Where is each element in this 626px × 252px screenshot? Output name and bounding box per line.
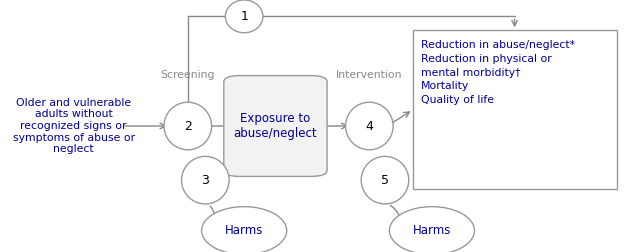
- Bar: [413, 30, 617, 189]
- Text: Reduction in abuse/neglect*
Reduction in physical or
mental morbidity†
Mortality: Reduction in abuse/neglect* Reduction in…: [421, 40, 575, 105]
- Text: Harms: Harms: [413, 224, 451, 237]
- Ellipse shape: [164, 102, 212, 150]
- Text: 4: 4: [366, 119, 373, 133]
- Text: Screening: Screening: [160, 70, 215, 80]
- Text: Older and vulnerable
adults without
recognized signs or
symptoms of abuse or
neg: Older and vulnerable adults without reco…: [13, 98, 135, 154]
- Ellipse shape: [182, 156, 229, 204]
- Text: Harms: Harms: [225, 224, 264, 237]
- Text: Exposure to
abuse/neglect: Exposure to abuse/neglect: [233, 112, 317, 140]
- Ellipse shape: [225, 0, 263, 33]
- Ellipse shape: [361, 156, 409, 204]
- Text: Intervention: Intervention: [336, 70, 403, 80]
- Ellipse shape: [389, 207, 475, 252]
- Text: 3: 3: [202, 174, 209, 187]
- FancyBboxPatch shape: [224, 76, 327, 176]
- Text: 2: 2: [184, 119, 192, 133]
- Ellipse shape: [202, 207, 287, 252]
- Ellipse shape: [346, 102, 393, 150]
- Text: 5: 5: [381, 174, 389, 187]
- Text: 1: 1: [240, 10, 248, 23]
